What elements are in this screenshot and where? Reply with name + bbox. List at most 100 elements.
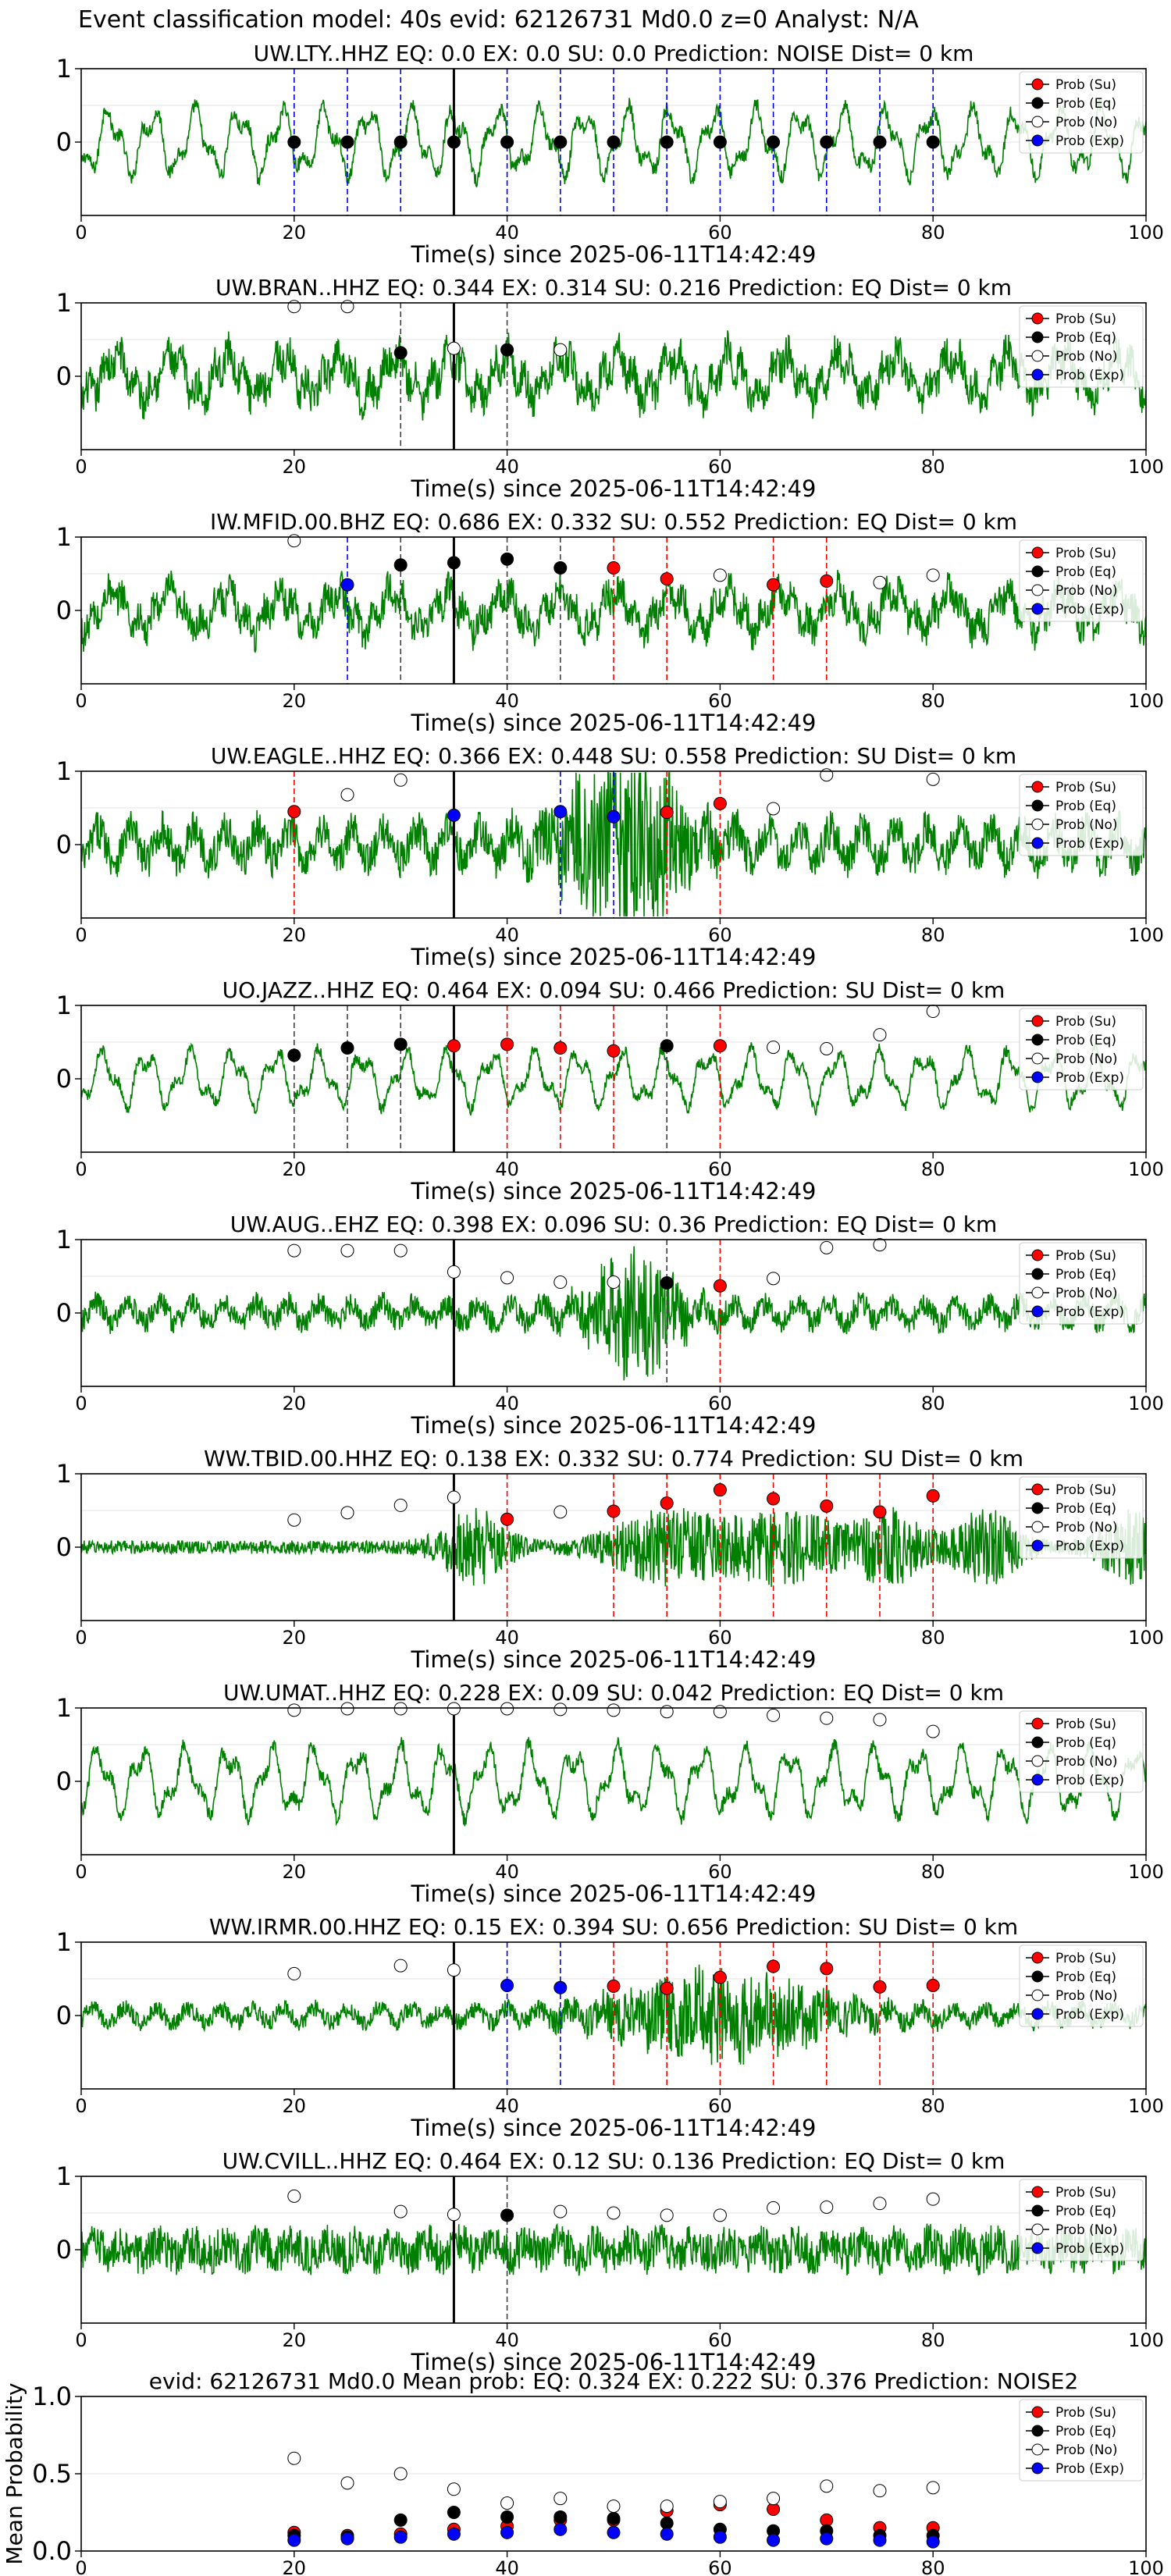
- legend-marker-su: [1031, 546, 1044, 559]
- prob-point: [287, 1513, 301, 1527]
- legend-marker-eq: [1031, 2425, 1044, 2437]
- prob-point: [607, 1703, 621, 1717]
- chart-panel-4: UO.JAZZ..HHZ EQ: 0.464 EX: 0.094 SU: 0.4…: [56, 977, 1164, 1204]
- x-tick-label: 80: [921, 1393, 945, 1414]
- x-tick-label: 80: [921, 2557, 945, 2576]
- legend-box: [1019, 1710, 1144, 1793]
- legend-marker-eq: [1031, 799, 1044, 812]
- prob-point: [447, 556, 461, 570]
- prob-point: [447, 1490, 461, 1504]
- prob-point: [553, 1041, 568, 1055]
- legend-box: [1019, 1944, 1144, 2027]
- legend-marker-no: [1031, 2443, 1044, 2456]
- legend-label: Prob (Su): [1055, 1717, 1116, 1732]
- legend-label: Prob (No): [1055, 1286, 1118, 1301]
- prob-point: [287, 1966, 301, 1980]
- x-tick-label: 80: [921, 1861, 945, 1883]
- x-tick-label: 20: [283, 1627, 307, 1649]
- legend-label: Prob (Eq): [1055, 96, 1116, 112]
- x-tick-label: 40: [495, 2095, 519, 2117]
- prob-point: [447, 1039, 461, 1053]
- legend-box: [1019, 71, 1144, 154]
- legend-marker-no: [1031, 116, 1044, 128]
- prob-point: [820, 1711, 834, 1725]
- prob-point: [926, 1005, 940, 1019]
- mean-prob-point: [340, 2476, 354, 2490]
- mean-prob-point: [607, 2511, 621, 2525]
- legend-label: Prob (Exp): [1055, 836, 1124, 852]
- mean-prob-point: [713, 2495, 727, 2509]
- prob-point: [287, 300, 301, 314]
- x-axis-label: Time(s) since 2025-06-11T14:42:49: [411, 944, 817, 970]
- legend-label: Prob (Su): [1055, 780, 1116, 795]
- prob-point: [607, 560, 621, 575]
- legend-label: Prob (Exp): [1055, 368, 1124, 383]
- x-tick-label: 40: [495, 456, 519, 478]
- prob-point: [393, 1037, 408, 1051]
- prob-point: [500, 2208, 514, 2222]
- x-tick-label: 60: [708, 222, 732, 244]
- prob-point: [660, 1981, 674, 1995]
- prob-point: [447, 2208, 461, 2222]
- prob-point: [287, 1244, 301, 1258]
- legend-box: [1019, 1008, 1144, 1091]
- prob-point: [660, 2208, 674, 2222]
- seismic-trace: [80, 330, 1147, 421]
- prob-point: [767, 802, 781, 816]
- mean-prob-point: [393, 2513, 408, 2527]
- legend-box: [1019, 774, 1144, 856]
- x-tick-label: 40: [495, 1158, 519, 1180]
- legend-box: [1019, 1242, 1144, 1325]
- legend-label: Prob (Eq): [1055, 1501, 1116, 1517]
- prob-point: [553, 1505, 568, 1519]
- prob-point: [553, 2204, 568, 2218]
- y-tick-label: 1.0: [32, 2382, 72, 2411]
- legend-marker-no: [1031, 350, 1044, 362]
- x-axis-label: Time(s) since 2025-06-11T14:42:49: [411, 710, 817, 736]
- x-tick-label: 80: [921, 690, 945, 712]
- legend: Prob (Su) Prob (Eq) Prob (No) Prob (Exp): [1019, 2399, 1144, 2482]
- legend: Prob (Su) Prob (Eq) Prob (No) Prob (Exp): [1019, 1008, 1144, 1091]
- x-tick-label: 0: [75, 2329, 87, 2351]
- legend-label: Prob (Su): [1055, 2405, 1116, 2421]
- prob-point: [926, 2192, 940, 2206]
- legend-marker-su: [1031, 312, 1044, 325]
- mean-prob-point: [500, 2510, 514, 2524]
- prob-point: [553, 1703, 568, 1717]
- x-tick-label: 100: [1128, 2329, 1164, 2351]
- panel-title: WW.IRMR.00.HHZ EQ: 0.15 EX: 0.394 SU: 0.…: [209, 1914, 1018, 1940]
- x-tick-label: 100: [1128, 690, 1164, 712]
- x-tick-label: 0: [75, 2095, 87, 2117]
- prob-point: [553, 343, 568, 357]
- prob-point: [820, 768, 834, 782]
- prob-point: [713, 796, 727, 810]
- prob-point: [447, 1265, 461, 1279]
- legend-label: Prob (Eq): [1055, 1969, 1116, 1985]
- legend-marker-eq: [1031, 1502, 1044, 1514]
- legend: Prob (Su) Prob (Eq) Prob (No) Prob (Exp): [1019, 539, 1144, 622]
- x-tick-label: 80: [921, 1158, 945, 1180]
- prob-point: [553, 560, 568, 575]
- prob-point: [607, 1276, 621, 1290]
- legend-label: Prob (No): [1055, 2222, 1118, 2238]
- x-tick-label: 100: [1128, 1393, 1164, 1414]
- prob-point: [713, 1279, 727, 1293]
- y-tick-label: 0: [56, 1532, 72, 1562]
- x-tick-label: 0: [75, 1861, 87, 1883]
- prob-point: [660, 135, 674, 149]
- legend-marker-exp: [1031, 1774, 1044, 1786]
- prob-point: [340, 135, 354, 149]
- legend-marker-exp: [1031, 2242, 1044, 2254]
- prob-point: [393, 773, 408, 787]
- y-tick-label: 0: [56, 1767, 72, 1796]
- legend-label: Prob (No): [1055, 1051, 1118, 1067]
- chart-panel-9: UW.CVILL..HHZ EQ: 0.464 EX: 0.12 SU: 0.1…: [56, 2148, 1164, 2375]
- prob-point: [713, 1970, 727, 1984]
- prob-point: [340, 788, 354, 802]
- prob-point: [340, 300, 354, 314]
- prob-point: [873, 1980, 887, 1994]
- y-tick-label: 1: [56, 54, 72, 84]
- legend-box: [1019, 539, 1144, 622]
- prob-point: [767, 1272, 781, 1286]
- legend-label: Prob (Exp): [1055, 2241, 1124, 2257]
